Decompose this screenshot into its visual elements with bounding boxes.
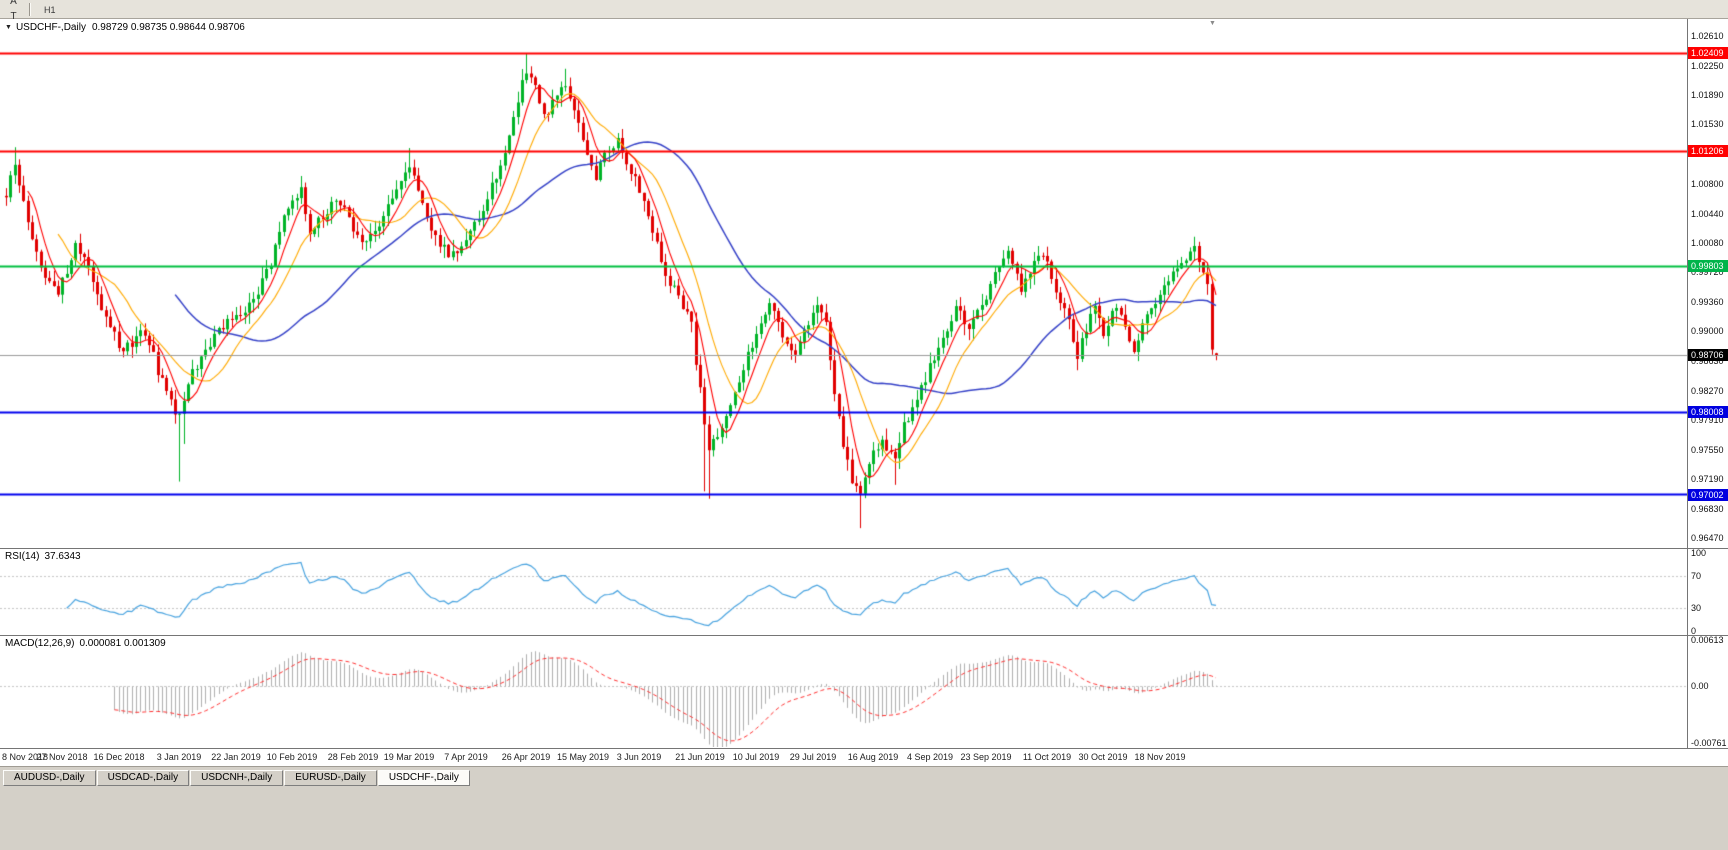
date-tick-label: 30 Oct 2019 — [1078, 752, 1128, 762]
chart-tab-audusd[interactable]: AUDUSD-,Daily — [3, 770, 96, 786]
timeframe-h1-button[interactable]: H1 — [44, 4, 56, 15]
rsi-label: RSI(14) 37.6343 — [5, 551, 81, 562]
price-tick-label: 0.97550 — [1691, 444, 1724, 455]
date-tick-label: 22 Jan 2019 — [211, 752, 261, 762]
macd-indicator-panel: 0.00613 0.00 -0.00761 MACD(12,26,9) 0.00008… — [0, 635, 1728, 748]
price-level-badge: 1.02409 — [1688, 46, 1728, 59]
date-tick-label: 23 Sep 2019 — [960, 752, 1012, 762]
date-tick-label: 10 Feb 2019 — [266, 752, 318, 762]
chart-tab-usdcad[interactable]: USDCAD-,Daily — [96, 770, 190, 786]
date-tick-label: 11 Oct 2019 — [1022, 752, 1072, 762]
price-level-badge: 0.98008 — [1688, 406, 1728, 419]
chart-tab-eurusd[interactable]: EURUSD-,Daily — [284, 770, 377, 786]
symbol-dropdown-caret-icon[interactable]: ▼ — [5, 24, 12, 31]
price-tick-label: 0.98270 — [1691, 385, 1724, 396]
price-tick-label: 0.99360 — [1691, 296, 1724, 307]
macd-axis: 0.00613 0.00 -0.00761 — [1687, 635, 1728, 748]
window-background — [0, 786, 1728, 850]
macd-name: MACD(12,26,9) — [5, 638, 75, 649]
macd-tick-label: 0.00 — [1691, 681, 1709, 691]
time-axis[interactable]: 8 Nov 2018 27 Nov 2018 16 Dec 2018 3 Jan 20… — [0, 748, 1728, 766]
price-tick-label: 1.01890 — [1691, 89, 1724, 100]
price-level-badge: 0.98706 — [1688, 349, 1728, 362]
price-level-badge: 1.01206 — [1688, 144, 1728, 157]
ohlc-info: ▼ USDCHF-,Daily 0.98729 0.98735 0.98644 0.… — [5, 22, 245, 33]
rsi-tick-label: 30 — [1691, 602, 1702, 613]
date-tick-label: 7 Apr 2019 — [444, 752, 488, 762]
price-level-badge: 0.99803 — [1688, 259, 1728, 272]
chart-tab-usdchf[interactable]: USDCHF-,Daily — [377, 770, 470, 786]
date-tick-label: 26 Apr 2019 — [501, 752, 551, 762]
date-tick-label: 27 Nov 2018 — [36, 752, 88, 762]
date-tick-label: 3 Jan 2019 — [156, 752, 202, 762]
price-tick-label: 1.00440 — [1691, 208, 1724, 219]
price-chart-canvas[interactable] — [0, 19, 1688, 548]
rsi-value: 37.6343 — [44, 551, 81, 562]
price-tick-label: 0.99000 — [1691, 326, 1724, 337]
chart-tabs-bar: AUDUSD-,Daily USDCAD-,Daily USDCNH-,Daily E… — [0, 766, 1728, 786]
date-tick-label: 18 Nov 2019 — [1134, 752, 1186, 762]
date-tick-label: 16 Dec 2018 — [93, 752, 145, 762]
price-tick-label: 0.98630 — [1691, 356, 1724, 367]
price-tick-label: 1.02610 — [1691, 31, 1724, 42]
date-tick-label: 16 Aug 2019 — [847, 752, 899, 762]
toolbar-separator — [29, 2, 31, 16]
price-tick-label: 0.99720 — [1691, 267, 1724, 278]
price-tick-label: 1.00080 — [1691, 237, 1724, 248]
ohlc-values: 0.98729 0.98735 0.98644 0.98706 — [91, 22, 245, 33]
price-tick-label: 1.00800 — [1691, 179, 1724, 189]
rsi-name: RSI(14) — [5, 551, 40, 562]
main-chart-panel: 1.026101.022501.018901.015301.011701.008… — [0, 19, 1728, 548]
date-tick-label: 4 Sep 2019 — [906, 752, 954, 762]
macd-canvas[interactable] — [0, 636, 1688, 747]
price-tick-label: 1.02250 — [1691, 60, 1724, 71]
date-tick-label: 29 Jul 2019 — [789, 752, 837, 762]
price-tick-label: 1.01530 — [1691, 119, 1724, 130]
price-axis[interactable]: 1.026101.022501.018901.015301.011701.008… — [1687, 19, 1728, 548]
rsi-axis: 100 70 30 0 — [1687, 548, 1728, 636]
price-tick-label: 0.96830 — [1691, 503, 1724, 514]
date-tick-label: 21 Jun 2019 — [675, 752, 725, 762]
price-tick-label: 0.96470 — [1691, 532, 1724, 543]
price-level-badge: 0.97002 — [1688, 488, 1728, 501]
pointer-a-icon[interactable]: A — [10, 0, 17, 7]
date-tick-label: 28 Feb 2019 — [327, 752, 379, 762]
price-tick-label: 0.97910 — [1691, 415, 1724, 426]
rsi-tick-label: 70 — [1691, 571, 1702, 582]
price-tick-label: 0.97190 — [1691, 474, 1724, 485]
text-tool-icon[interactable]: T — [10, 11, 17, 22]
date-tick-label: 19 Mar 2019 — [383, 752, 435, 762]
toolbar: ≡AT+▼ M1M5M15M30H1H4D1W1MN — [0, 0, 1728, 75]
macd-label: MACD(12,26,9) 0.000081 0.001309 — [5, 638, 166, 649]
date-tick-label: 3 Jun 2019 — [616, 752, 662, 762]
date-tick-label: 10 Jul 2019 — [732, 752, 780, 762]
date-tick-label: 8 Nov 2018 — [2, 752, 49, 762]
macd-tick-label: 0.00613 — [1691, 635, 1724, 645]
macd-tick-label: -0.00761 — [1691, 738, 1727, 748]
chart-shift-marker-icon[interactable]: ▼ — [1209, 20, 1216, 27]
macd-values: 0.000081 0.001309 — [79, 638, 166, 649]
rsi-canvas[interactable] — [0, 549, 1688, 635]
chart-tab-usdcnh[interactable]: USDCNH-,Daily — [190, 770, 284, 786]
date-tick-label: 15 May 2019 — [556, 752, 610, 762]
rsi-tick-label: 100 — [1691, 548, 1707, 558]
rsi-indicator-panel: 100 70 30 0 RSI(14) 37.6343 — [0, 548, 1728, 636]
rsi-tick-label: 0 — [1691, 626, 1697, 636]
symbol-label: USDCHF-,Daily — [15, 22, 86, 33]
